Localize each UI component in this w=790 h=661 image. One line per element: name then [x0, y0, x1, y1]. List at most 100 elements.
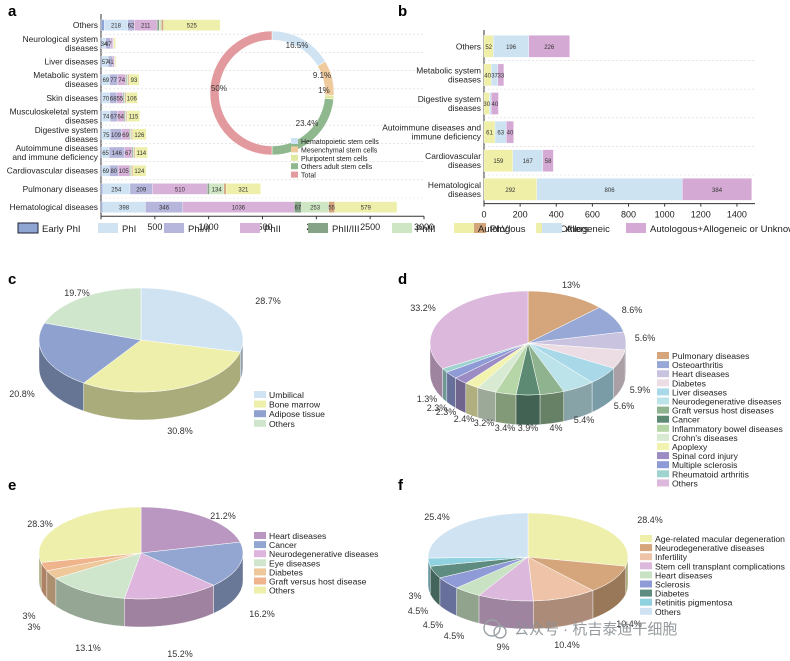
pie-slice-label: 3.2% — [474, 418, 495, 428]
pie-slice-label: 3.4% — [495, 423, 516, 433]
bar-segment — [497, 63, 505, 87]
pie-legend-swatch — [657, 470, 669, 478]
bar-segment — [132, 165, 147, 177]
pie-legend-label: Inflammatory bowel diseases — [672, 424, 783, 434]
bar-value-label: 346 — [159, 206, 170, 212]
pie-legend-label: Spinal cord injury — [672, 451, 739, 461]
pie-legend-swatch — [657, 479, 669, 487]
bar-value-label: 74 — [103, 115, 110, 121]
bar-value-label: 159 — [493, 159, 504, 165]
pie-legend-swatch — [657, 443, 669, 450]
pie-slice-label: 3.9% — [518, 423, 539, 433]
pie-slice — [427, 512, 529, 559]
pie-slice-label: 13% — [562, 280, 580, 290]
pie-legend-label: Diabetes — [269, 567, 303, 577]
bar-value-label: 124 — [134, 169, 145, 175]
x-tick-label: 200 — [513, 210, 528, 220]
category-label: diseases — [448, 74, 481, 84]
pie-slice — [55, 552, 142, 599]
panel-letter: b — [398, 3, 407, 20]
pie-legend-label: Heart diseases — [269, 531, 326, 541]
bar-value-label: 77 — [110, 78, 117, 84]
donut-legend-label: Total — [301, 173, 316, 180]
x-tick-label: 1400 — [727, 210, 747, 220]
bar-value-label: 167 — [523, 159, 534, 165]
legend-swatch — [626, 223, 646, 233]
pie-slice-label: 4.5% — [408, 606, 429, 616]
pie-slice-label: 5.6% — [635, 333, 656, 343]
pie-legend-label: Umbilical — [269, 390, 304, 400]
legend-label: PhII/III — [332, 224, 359, 235]
pie-legend-swatch — [640, 571, 652, 579]
bar-segment — [156, 19, 160, 31]
pie-slice-label: 28.3% — [27, 519, 53, 529]
bar-segment — [100, 201, 103, 213]
pie-slice-label: 16.2% — [249, 609, 275, 619]
bar-value-label: 58 — [545, 159, 552, 165]
bar-value-label: 40 — [484, 73, 491, 79]
bar-segment — [134, 146, 136, 159]
bar-value-label: 41 — [107, 60, 114, 66]
pie-side — [539, 391, 564, 425]
pie-legend-swatch — [640, 562, 652, 570]
bar-value-label: 253 — [310, 206, 321, 212]
pie-side — [465, 382, 479, 418]
bar-value-label: 34 — [101, 42, 108, 48]
pie-slice-label: 19.7% — [64, 288, 90, 298]
bar-segment — [125, 110, 127, 122]
legend-swatch — [392, 223, 412, 233]
legend-swatch — [98, 223, 118, 233]
bar-value-label: 525 — [187, 24, 198, 30]
panel-d: d 13%8.6%5.6%5.9%5.6%5.4%4%3.9%3.4%3.2%2.… — [398, 271, 783, 488]
pie-legend-swatch — [657, 379, 669, 387]
bar-segment — [506, 120, 514, 144]
watermark-text: 公众号 · 杭吉泰迪干细胞 — [514, 621, 677, 638]
category-label: diseases — [65, 79, 98, 89]
pie-slice-label: 3% — [408, 591, 421, 601]
donut-legend-label: Pluripotent stem cells — [301, 156, 368, 163]
pie-legend-label: Liver diseases — [672, 387, 727, 397]
pie-legend-swatch — [657, 415, 669, 423]
bar-value-label: 134 — [212, 187, 223, 193]
panel-letter: c — [8, 271, 16, 288]
bar-segment — [159, 19, 162, 31]
pie-legend-label: Graft versus host disease — [269, 577, 367, 587]
donut-slice-label: 1% — [318, 86, 330, 95]
bar-segment — [207, 183, 210, 195]
category-label: and immune deficiency — [12, 152, 98, 162]
pie-slice-label: 10.4% — [616, 619, 642, 629]
pie-side — [477, 387, 496, 423]
legend-swatch — [454, 223, 474, 233]
donut-slice-label: 9.1% — [313, 71, 331, 80]
bar-value-label: 75 — [103, 133, 110, 139]
category-label: Metabolic system — [416, 65, 481, 75]
category-label: Pulmonary diseases — [23, 184, 98, 194]
bar-segment — [225, 183, 261, 195]
legend-label: PhI/II — [188, 224, 210, 235]
pie-slice-label: 8.6% — [622, 305, 643, 315]
pie-legend-label: Rheumatoid arthritis — [672, 469, 749, 479]
legend-label: PhVI — [490, 224, 511, 235]
bar-value-label: 211 — [141, 24, 151, 30]
bar-segment — [135, 146, 148, 159]
category-label: diseases — [448, 189, 481, 199]
bar-value-label: 67 — [110, 115, 117, 121]
pie-legend-swatch — [254, 419, 266, 427]
pie-slice-label: 5.9% — [630, 385, 651, 395]
pie-slice-label: 1.3% — [417, 394, 438, 404]
pie-legend-swatch — [640, 553, 652, 561]
donut-slice — [209, 30, 273, 156]
pie-legend-swatch — [657, 461, 669, 469]
pie-legend-label: Heart diseases — [655, 570, 712, 580]
donut-legend-label: Hematopoietic stem cells — [301, 139, 379, 146]
pie-legend-label: Others — [269, 586, 295, 596]
x-tick-label: 1000 — [199, 222, 219, 232]
category-label: Others — [73, 20, 98, 30]
pie-slice-label: 5.4% — [574, 415, 595, 425]
bar-value-label: 47 — [105, 42, 112, 48]
pie-slice-label: 25.4% — [424, 512, 450, 522]
legends-row: Early PhI PhI PhI/II PhII PhII/III PhIII PhVI O… — [17, 222, 790, 235]
bar-value-label: 33 — [498, 73, 505, 79]
pie-legend-label: Crohn's diseases — [672, 433, 738, 443]
